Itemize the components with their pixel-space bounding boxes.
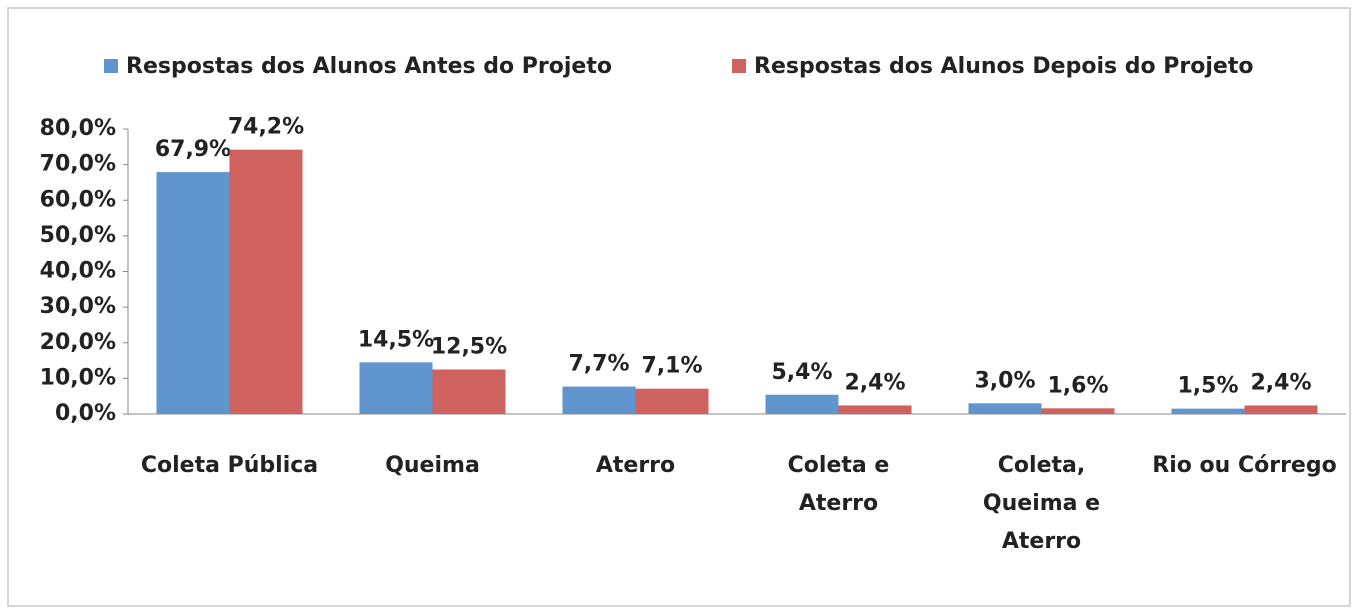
chart-frame: [7, 7, 1351, 607]
y-tick-label: 70,0%: [40, 152, 116, 177]
x-tick-label: Aterro: [596, 453, 675, 478]
data-label: 2,4%: [1250, 370, 1311, 395]
bar: [229, 149, 303, 414]
bar: [432, 369, 506, 414]
bar: [1041, 408, 1115, 414]
x-tick-label: Coleta Pública: [141, 453, 318, 478]
x-tick-label: Coleta e Aterro: [788, 453, 890, 516]
y-tick-label: 60,0%: [40, 187, 116, 212]
bar: [1244, 405, 1318, 414]
data-label: 67,9%: [155, 137, 231, 162]
bar: [562, 386, 636, 414]
x-tick-label: Queima: [385, 453, 480, 478]
data-label: 74,2%: [228, 115, 304, 140]
x-tick-label: Coleta, Queima e Aterro: [983, 453, 1100, 554]
bar: [838, 405, 912, 414]
y-tick-label: 40,0%: [40, 259, 116, 284]
legend-label: Respostas dos Alunos Depois do Projeto: [754, 54, 1253, 79]
legend-label: Respostas dos Alunos Antes do Projeto: [126, 54, 612, 79]
data-label: 1,6%: [1047, 373, 1108, 398]
bar: [635, 388, 709, 414]
y-tick-label: 30,0%: [40, 294, 116, 319]
y-tick-label: 10,0%: [40, 365, 116, 390]
data-label: 12,5%: [431, 334, 507, 359]
data-label: 5,4%: [771, 360, 832, 385]
y-tick-label: 0,0%: [55, 401, 116, 426]
legend-swatch: [732, 59, 746, 73]
data-label: 1,5%: [1177, 374, 1238, 399]
legend-swatch: [104, 59, 118, 73]
bar: [1171, 408, 1245, 414]
y-tick-label: 50,0%: [40, 223, 116, 248]
data-label: 7,1%: [641, 354, 702, 379]
bar: [765, 394, 839, 414]
data-label: 3,0%: [974, 368, 1035, 393]
data-label: 2,4%: [844, 370, 905, 395]
bar: [968, 403, 1042, 414]
data-label: 14,5%: [358, 327, 434, 352]
x-tick-label: Rio ou Córrego: [1152, 453, 1336, 478]
bar: [359, 362, 433, 414]
y-tick-label: 20,0%: [40, 330, 116, 355]
y-tick-label: 80,0%: [40, 116, 116, 141]
bar: [156, 172, 230, 414]
data-label: 7,7%: [568, 352, 629, 377]
